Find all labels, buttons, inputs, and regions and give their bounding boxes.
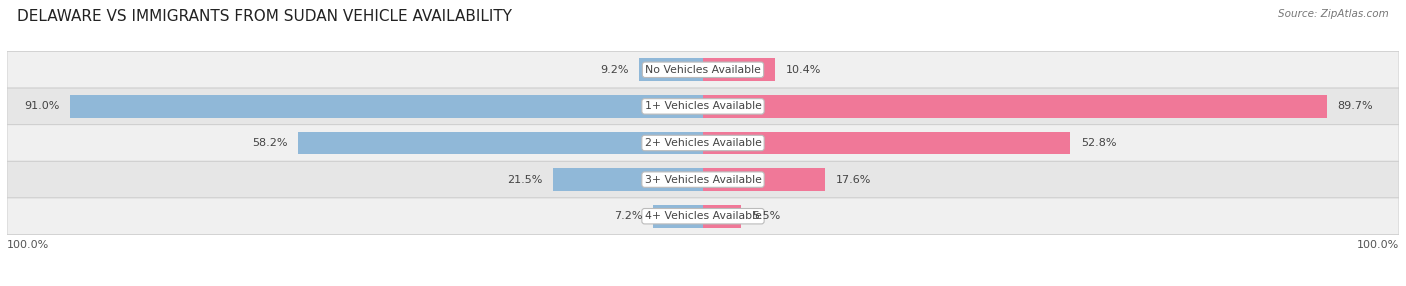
Text: 91.0%: 91.0% <box>24 102 59 111</box>
Text: 100.0%: 100.0% <box>1357 240 1399 250</box>
Bar <box>703 132 1070 154</box>
Text: 21.5%: 21.5% <box>508 175 543 184</box>
Bar <box>703 205 741 228</box>
Text: 3+ Vehicles Available: 3+ Vehicles Available <box>644 175 762 184</box>
Bar <box>652 205 703 228</box>
Text: 10.4%: 10.4% <box>786 65 821 75</box>
Bar <box>554 168 703 191</box>
Text: 9.2%: 9.2% <box>600 65 628 75</box>
Text: 7.2%: 7.2% <box>614 211 643 221</box>
Bar <box>638 58 703 81</box>
FancyBboxPatch shape <box>7 161 1399 198</box>
Bar <box>703 58 775 81</box>
FancyBboxPatch shape <box>7 125 1399 161</box>
Bar <box>703 168 825 191</box>
Text: 1+ Vehicles Available: 1+ Vehicles Available <box>644 102 762 111</box>
Bar <box>298 132 703 154</box>
Text: 4+ Vehicles Available: 4+ Vehicles Available <box>644 211 762 221</box>
Text: Source: ZipAtlas.com: Source: ZipAtlas.com <box>1278 9 1389 19</box>
FancyBboxPatch shape <box>7 198 1399 235</box>
Text: 58.2%: 58.2% <box>252 138 287 148</box>
Text: DELAWARE VS IMMIGRANTS FROM SUDAN VEHICLE AVAILABILITY: DELAWARE VS IMMIGRANTS FROM SUDAN VEHICL… <box>17 9 512 23</box>
Text: 5.5%: 5.5% <box>752 211 780 221</box>
Text: 100.0%: 100.0% <box>7 240 49 250</box>
Text: 17.6%: 17.6% <box>837 175 872 184</box>
Text: 52.8%: 52.8% <box>1081 138 1116 148</box>
Text: 2+ Vehicles Available: 2+ Vehicles Available <box>644 138 762 148</box>
Bar <box>703 95 1327 118</box>
Text: No Vehicles Available: No Vehicles Available <box>645 65 761 75</box>
FancyBboxPatch shape <box>7 51 1399 88</box>
Text: 89.7%: 89.7% <box>1337 102 1374 111</box>
FancyBboxPatch shape <box>7 88 1399 125</box>
Bar <box>70 95 703 118</box>
